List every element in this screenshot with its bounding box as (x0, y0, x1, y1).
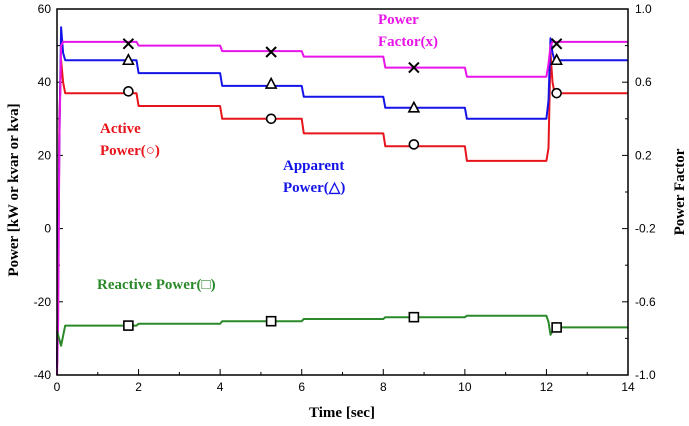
right-y-tick-label: 1.0 (635, 2, 652, 16)
series-labels: Active Power(○) Apparent Power(△) Power Facto… (97, 12, 438, 293)
active-power-line (56, 51, 628, 368)
x-tick-label: 6 (298, 380, 305, 394)
x-tick-label: 0 (54, 380, 61, 394)
left-y-tick-label: -40 (34, 368, 52, 382)
apparent-power-line (56, 26, 628, 368)
left-y-tick-label: 60 (38, 2, 52, 16)
left-y-tick-label: 0 (44, 222, 51, 236)
plot-frame (56, 8, 629, 376)
x-axis-title: Time [sec] (309, 405, 375, 421)
active-power-marker (123, 86, 134, 97)
left-y-tick-label: -20 (34, 295, 52, 309)
power-factor-marker (265, 46, 277, 58)
series-layer (56, 26, 628, 376)
apparent-power-label: Power(△) (283, 180, 345, 196)
left-y-tick-label: 40 (38, 75, 52, 89)
active-power-marker (265, 113, 277, 125)
right-y-tick-label: 0.2 (635, 148, 652, 162)
reactive-power-marker (551, 322, 562, 333)
apparent-power-marker (264, 76, 278, 89)
right-y-ticks: -1.0 -0.6 -0.2 0.2 0.6 1.0 (622, 2, 656, 382)
right-y-tick-label: 0.6 (635, 75, 652, 89)
x-tick-label: 12 (540, 380, 554, 394)
reactive-power-line (56, 314, 628, 347)
right-y-tick-label: -0.2 (635, 222, 656, 236)
reactive-power-marker (123, 320, 134, 331)
right-y-tick-label: -1.0 (635, 368, 656, 382)
power-factor-marker (122, 38, 135, 50)
power-factor-label: Power (378, 12, 419, 28)
left-y-tick-label: 20 (38, 148, 52, 162)
x-tick-label: 4 (217, 380, 224, 394)
power-factor-marker (550, 38, 563, 50)
reactive-power-marker (408, 311, 420, 323)
x-ticks: 0 2 4 6 8 10 12 14 (54, 369, 635, 394)
x-tick-label: 8 (380, 380, 387, 394)
markers-layer (122, 38, 563, 333)
power-factor-label: Factor(x) (378, 34, 438, 50)
power-factor-line (56, 40, 628, 376)
apparent-power-marker (122, 53, 135, 66)
x-tick-label: 14 (621, 380, 635, 394)
x-tick-label: 2 (135, 380, 142, 394)
right-y-axis-title: Power Factor (672, 148, 688, 235)
left-y-axis-title: Power [kW or kvar or kva] (6, 103, 22, 276)
active-power-label: Power(○) (100, 143, 160, 159)
active-power-marker (408, 139, 420, 150)
apparent-power-label: Apparent (283, 158, 344, 174)
reactive-power-marker (265, 315, 277, 327)
active-power-label: Active (100, 121, 141, 137)
apparent-power-marker (407, 100, 421, 113)
x-tick-label: 10 (458, 380, 472, 394)
reactive-power-label: Reactive Power(□) (97, 277, 216, 293)
apparent-power-marker (550, 53, 563, 66)
right-y-tick-label: -0.6 (635, 295, 656, 309)
active-power-marker (551, 87, 562, 99)
power-factor-marker (408, 61, 420, 74)
